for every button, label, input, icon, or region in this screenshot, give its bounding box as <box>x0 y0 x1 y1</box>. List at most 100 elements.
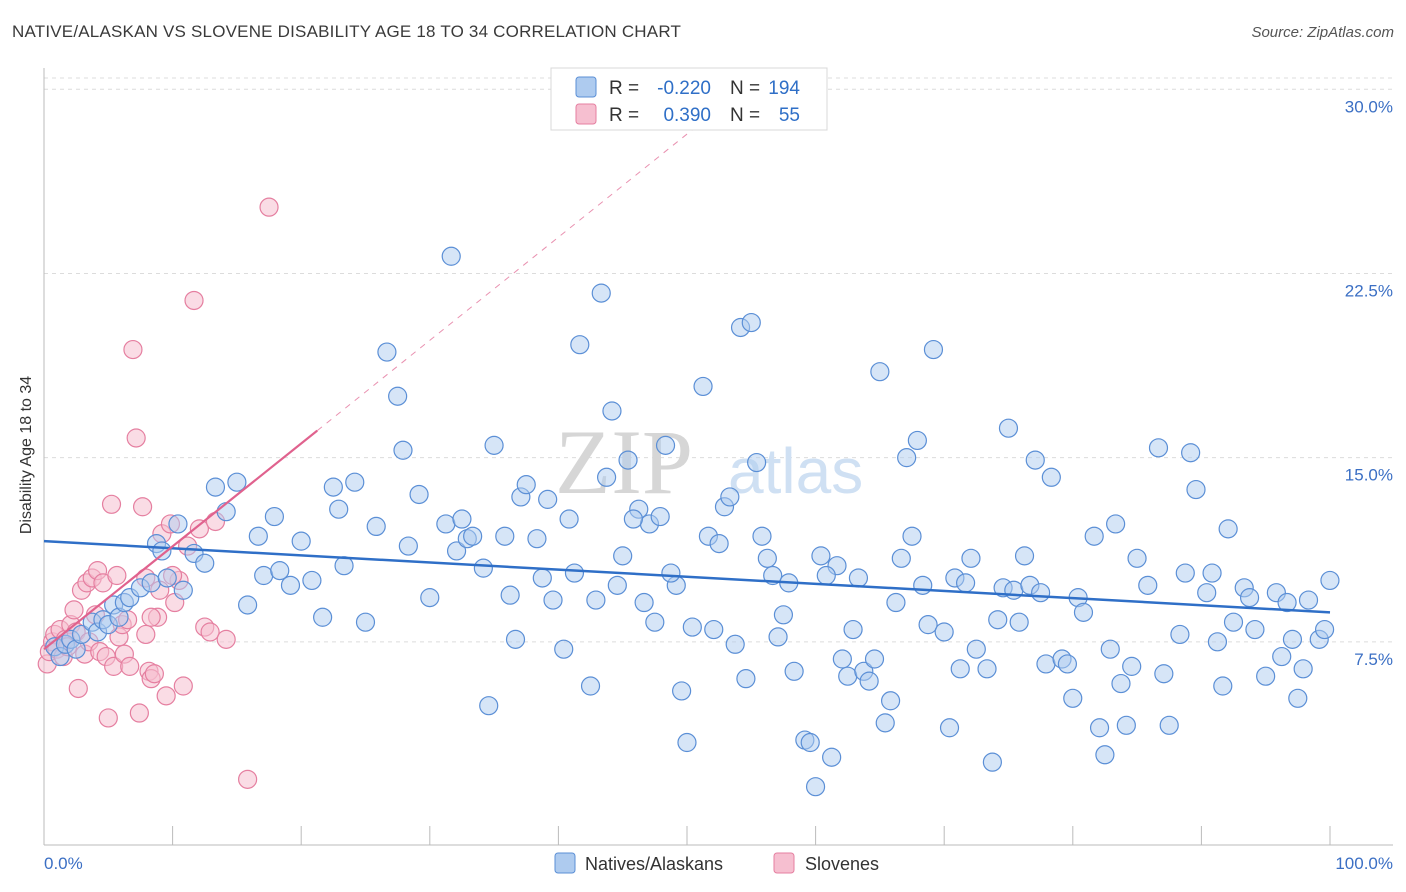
natives-point <box>1084 526 1104 546</box>
natives-point <box>597 467 617 487</box>
natives-point <box>725 634 745 654</box>
slovenes-point <box>129 703 149 723</box>
y-tick-label-3: 30.0% <box>1345 97 1393 116</box>
natives-point <box>248 526 268 546</box>
natives-point <box>334 556 354 576</box>
natives-point <box>173 580 193 600</box>
natives-point <box>607 575 627 595</box>
natives-point <box>1245 619 1265 640</box>
natives-point <box>832 649 852 669</box>
slovenes-trend-line <box>43 429 318 651</box>
natives-point <box>446 541 467 561</box>
natives-point <box>1320 570 1340 591</box>
natives-point <box>591 283 611 303</box>
natives-point <box>602 401 622 421</box>
natives-point <box>495 526 515 546</box>
natives-point <box>752 526 772 546</box>
natives-point <box>768 627 788 647</box>
slovenes-points <box>37 197 279 789</box>
slovenes-point <box>136 624 156 645</box>
natives-point <box>1175 563 1195 583</box>
natives-point <box>1063 688 1083 708</box>
natives-point <box>741 312 761 333</box>
natives-point <box>800 732 820 753</box>
natives-point <box>913 575 933 595</box>
natives-point <box>1207 632 1228 652</box>
y-tick-label-0: 7.5% <box>1354 650 1393 669</box>
bottom-legend: Natives/Alaskans Slovenes <box>554 852 879 874</box>
slovenes-point <box>238 769 258 789</box>
natives-point <box>216 502 236 522</box>
legend-n-label-2: N = <box>730 105 760 126</box>
natives-point <box>1041 467 1061 487</box>
natives-point <box>880 691 901 711</box>
natives-point <box>1004 580 1024 600</box>
natives-point <box>897 448 917 468</box>
slovenes-point <box>68 678 88 699</box>
natives-point <box>1057 654 1078 674</box>
slovenes-point <box>64 600 84 620</box>
legend-n-label-1: N = <box>730 78 760 99</box>
natives-point <box>516 475 536 495</box>
bottom-legend-swatch-natives <box>554 852 576 874</box>
slovenes-trend-extension <box>316 103 725 432</box>
natives-point <box>1186 479 1206 500</box>
natives-point <box>291 531 311 551</box>
natives-point <box>1202 563 1222 583</box>
natives-point <box>205 477 226 497</box>
natives-point <box>264 506 284 527</box>
natives-point <box>586 590 606 610</box>
slovenes-point <box>141 607 161 627</box>
bottom-legend-label-natives: Natives/Alaskans <box>585 854 723 874</box>
natives-point <box>682 617 702 637</box>
slovenes-point <box>200 622 220 642</box>
natives-point <box>238 595 258 615</box>
legend-r-value-1: -0.220 <box>657 78 711 99</box>
natives-point <box>1148 438 1169 458</box>
natives-point <box>886 592 906 613</box>
natives-point <box>270 561 290 581</box>
axes <box>43 68 1393 846</box>
natives-point <box>313 607 333 627</box>
natives-point <box>677 732 697 753</box>
natives-point <box>1154 664 1174 684</box>
bottom-legend-swatch-slovenes <box>773 852 795 874</box>
legend-swatch-natives <box>575 76 597 98</box>
legend-r-label-1: R = <box>609 78 639 99</box>
legend-r-value-2: 0.390 <box>663 105 711 126</box>
slovenes-point <box>259 197 279 217</box>
natives-point <box>398 536 418 556</box>
natives-point <box>843 619 863 640</box>
natives-point <box>1031 583 1051 603</box>
top-legend: R = -0.220 N = 194 R = 0.390 N = 55 <box>550 67 828 131</box>
natives-point <box>420 588 440 608</box>
bottom-legend-label-slovenes: Slovenes <box>805 854 879 874</box>
x-tick-label-min: 0.0% <box>44 854 83 873</box>
natives-point <box>757 548 777 568</box>
natives-point <box>168 514 188 534</box>
natives-point <box>1159 715 1179 735</box>
natives-point <box>902 526 922 546</box>
natives-point <box>227 472 247 492</box>
natives-point <box>559 509 579 529</box>
natives-point <box>1293 659 1313 679</box>
y-tick-label-2: 22.5% <box>1345 281 1393 300</box>
natives-point <box>704 619 724 640</box>
natives-point <box>720 487 740 507</box>
natives-point <box>1181 443 1201 463</box>
natives-point <box>1127 548 1147 568</box>
slovenes-point <box>144 664 164 684</box>
chart-title: NATIVE/ALASKAN VS SLOVENE DISABILITY AGE… <box>12 22 682 41</box>
source-credit: Source: ZipAtlas.com <box>1251 24 1394 41</box>
natives-point <box>345 472 365 492</box>
natives-point <box>532 568 552 588</box>
natives-point <box>955 573 976 593</box>
natives-point <box>859 671 879 691</box>
natives-point <box>998 418 1019 438</box>
natives-point <box>580 676 601 696</box>
natives-point <box>554 639 574 659</box>
natives-point <box>891 548 911 568</box>
natives-point <box>355 612 376 632</box>
natives-point <box>784 661 804 681</box>
